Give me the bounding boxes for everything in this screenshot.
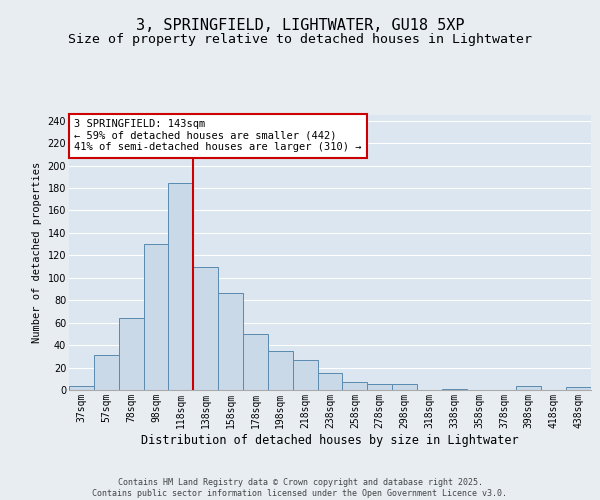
Bar [343,382,367,390]
X-axis label: Distribution of detached houses by size in Lightwater: Distribution of detached houses by size … [141,434,519,446]
Text: 3, SPRINGFIELD, LIGHTWATER, GU18 5XP: 3, SPRINGFIELD, LIGHTWATER, GU18 5XP [136,18,464,32]
Bar [392,384,417,390]
Bar [94,355,119,390]
Bar [317,373,343,390]
Bar [367,384,392,390]
Bar [218,294,243,390]
Bar [268,350,293,390]
Text: Size of property relative to detached houses in Lightwater: Size of property relative to detached ho… [68,32,532,46]
Bar [169,184,193,390]
Bar [69,386,94,390]
Bar [566,386,591,390]
Text: Contains HM Land Registry data © Crown copyright and database right 2025.
Contai: Contains HM Land Registry data © Crown c… [92,478,508,498]
Bar [143,244,169,390]
Y-axis label: Number of detached properties: Number of detached properties [32,162,42,343]
Bar [243,334,268,390]
Bar [193,266,218,390]
Text: 3 SPRINGFIELD: 143sqm
← 59% of detached houses are smaller (442)
41% of semi-det: 3 SPRINGFIELD: 143sqm ← 59% of detached … [74,119,362,152]
Bar [119,318,143,390]
Bar [442,389,467,390]
Bar [293,360,317,390]
Bar [517,386,541,390]
